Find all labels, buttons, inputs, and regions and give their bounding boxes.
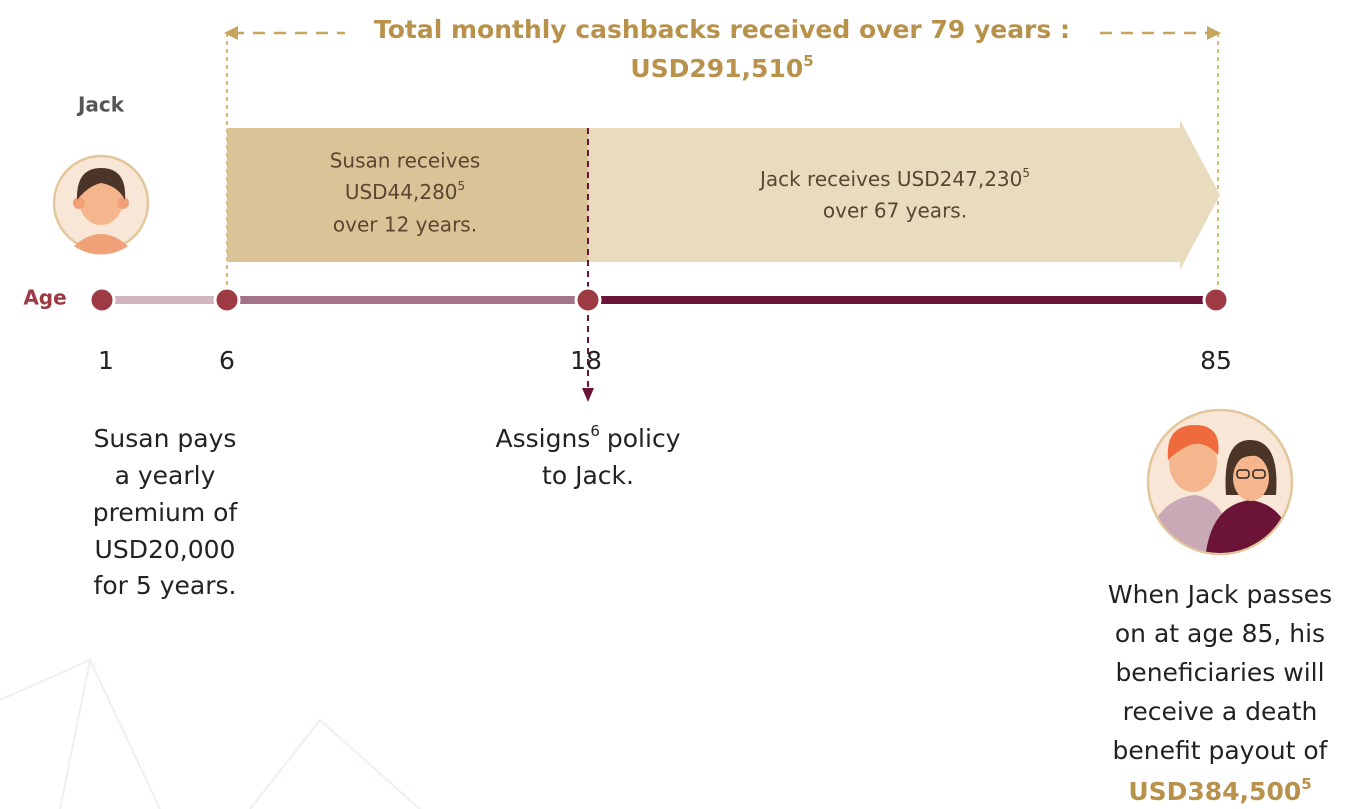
susan-period-amount: USD44,2805 bbox=[345, 179, 465, 204]
amount: USD384,500 bbox=[1128, 777, 1301, 806]
age-label: 85 bbox=[1200, 346, 1232, 375]
person-label: Jack bbox=[76, 93, 125, 117]
jack-avatar bbox=[52, 154, 150, 255]
timeline-dot bbox=[1202, 286, 1230, 314]
footnote-ref: 5 bbox=[1022, 166, 1030, 180]
footnote-ref: 5 bbox=[1301, 775, 1311, 793]
susan-period-line: over 12 years. bbox=[333, 213, 477, 237]
jack-period-line: over 67 years. bbox=[823, 199, 967, 223]
susan-period-band bbox=[227, 128, 588, 262]
premium-line: a yearly bbox=[115, 461, 216, 490]
arrowhead-right bbox=[1207, 26, 1221, 40]
total-amount: USD291,5105 bbox=[630, 52, 813, 84]
timeline-dot bbox=[213, 286, 241, 314]
timeline-dot bbox=[88, 286, 116, 314]
axis-label: Age bbox=[23, 286, 66, 310]
footnote-ref: 6 bbox=[590, 422, 600, 440]
assign-arrow bbox=[582, 388, 594, 402]
death-benefit-line: receive a death bbox=[1123, 697, 1318, 726]
footnote-ref: 5 bbox=[803, 52, 813, 70]
age-label: 18 bbox=[570, 346, 602, 375]
age-label: 6 bbox=[219, 346, 235, 375]
title: Total monthly cashbacks received over 79… bbox=[374, 15, 1070, 44]
death-benefit-line: on at age 85, his bbox=[1115, 619, 1325, 648]
text: policy bbox=[607, 424, 681, 453]
premium-line: USD20,000 bbox=[95, 535, 236, 564]
premium-line: premium of bbox=[93, 498, 239, 527]
death-benefit-amount: USD384,5005 bbox=[1128, 775, 1311, 807]
assign-line: to Jack. bbox=[542, 461, 634, 490]
jack-period-band bbox=[588, 120, 1220, 270]
text: Jack receives USD247,230 bbox=[758, 167, 1022, 191]
amount: USD44,280 bbox=[345, 180, 458, 204]
susan-period-line: Susan receives bbox=[330, 149, 481, 173]
couple-avatar bbox=[1146, 408, 1294, 556]
footnote-ref: 5 bbox=[458, 179, 466, 193]
death-benefit-line: benefit payout of bbox=[1113, 736, 1329, 765]
age-label: 1 bbox=[98, 346, 114, 375]
death-benefit-line: beneficiaries will bbox=[1115, 658, 1324, 687]
death-benefit-line: When Jack passes bbox=[1108, 580, 1332, 609]
text: Assigns bbox=[496, 424, 591, 453]
jack-period-line: Jack receives USD247,2305 bbox=[758, 166, 1030, 191]
assign-line: Assigns6 policy bbox=[496, 422, 681, 454]
arrowhead-left bbox=[224, 26, 238, 40]
total-value: USD291,510 bbox=[630, 54, 803, 83]
timeline-dot bbox=[574, 286, 602, 314]
premium-line: for 5 years. bbox=[94, 571, 237, 600]
background-pattern bbox=[0, 658, 421, 809]
premium-line: Susan pays bbox=[94, 424, 237, 453]
